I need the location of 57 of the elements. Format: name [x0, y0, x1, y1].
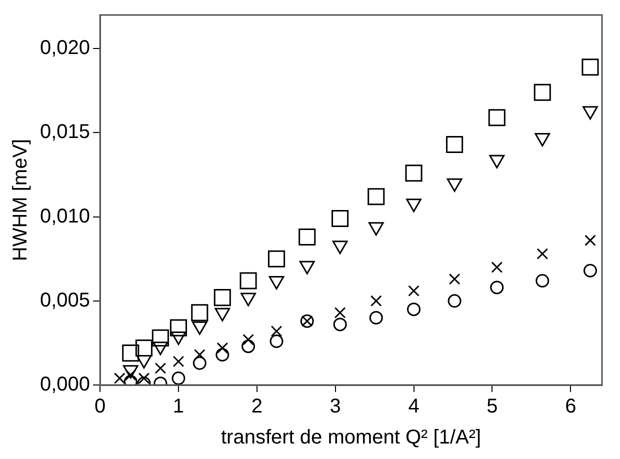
point: [298, 228, 316, 246]
point: [270, 325, 282, 337]
point: [488, 109, 506, 126]
x-axis-title: transfert de moment Q² [1/A²]: [220, 426, 482, 449]
point: [408, 285, 420, 297]
point: [448, 294, 462, 308]
point: [242, 340, 256, 354]
point: [240, 272, 257, 290]
y-tick-label: 0,015: [40, 121, 90, 144]
x-tick-label: 5: [486, 396, 498, 418]
point: [192, 356, 206, 370]
x-tick-label: 4: [408, 396, 420, 418]
point: [448, 273, 460, 285]
point: [216, 348, 230, 362]
point: [490, 280, 504, 294]
x-tick-label: 3: [330, 396, 341, 418]
point: [536, 248, 548, 260]
point: [491, 262, 503, 273]
point: [334, 306, 346, 318]
point: [114, 372, 126, 384]
point: [191, 304, 208, 322]
point: [194, 349, 206, 360]
point: [369, 310, 383, 324]
point: [270, 334, 284, 348]
point: [138, 372, 150, 384]
point: [332, 210, 349, 228]
point: [368, 188, 385, 206]
point: [446, 136, 464, 154]
point: [154, 362, 166, 374]
point: [172, 372, 186, 385]
point: [405, 164, 422, 182]
point: [583, 264, 597, 278]
point: [214, 289, 231, 306]
point: [172, 356, 184, 368]
point: [242, 334, 254, 346]
point: [582, 58, 599, 76]
point: [536, 274, 550, 288]
point: [122, 344, 140, 362]
point: [333, 318, 347, 332]
point: [135, 339, 152, 357]
x-tick-label: 6: [565, 396, 576, 418]
y-tick-label: 0,010: [40, 205, 90, 228]
x-tick-label: 0: [94, 396, 106, 418]
x-tick-label: 2: [251, 396, 262, 418]
y-axis-title: HWHM [meV]: [10, 138, 32, 262]
x-tick-label: 1: [172, 396, 184, 418]
point: [584, 234, 596, 246]
point: [268, 250, 286, 268]
point: [152, 329, 169, 346]
point: [216, 342, 228, 354]
y-tick-label: 0,005: [40, 289, 90, 312]
point: [170, 319, 188, 336]
y-tick-label: 0,020: [40, 37, 90, 60]
point: [407, 302, 421, 316]
y-tick-label: 0,000: [40, 374, 90, 396]
point: [534, 84, 551, 101]
point: [370, 295, 382, 307]
